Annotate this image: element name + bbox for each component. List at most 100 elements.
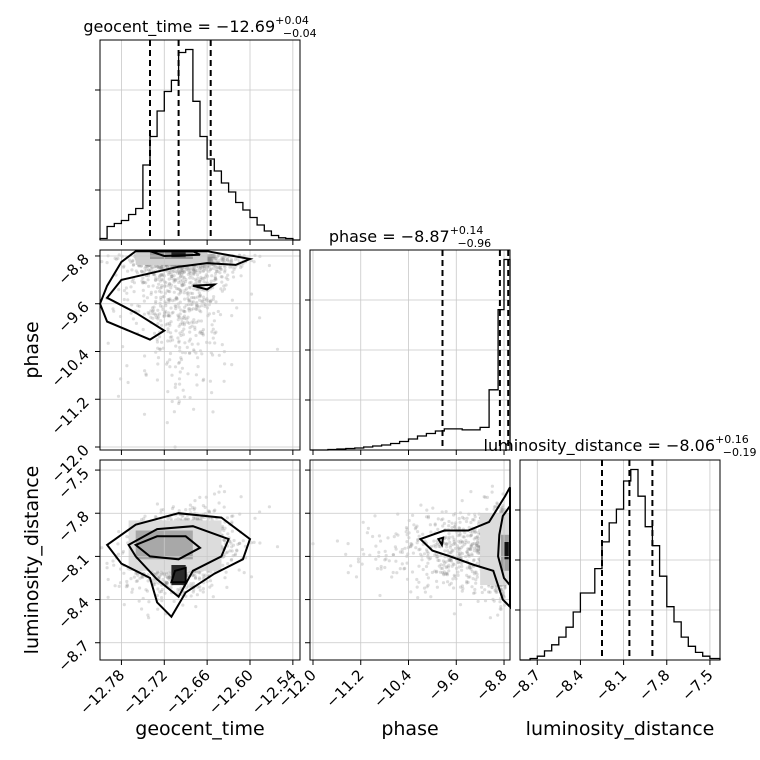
scatter-point <box>178 370 182 374</box>
scatter-point <box>498 509 503 513</box>
scatter-point <box>198 495 202 499</box>
scatter-point <box>174 304 178 308</box>
scatter-point <box>224 551 228 555</box>
scatter-point <box>223 258 227 262</box>
scatter-point <box>168 270 172 274</box>
scatter-point <box>212 492 217 496</box>
scatter-point <box>229 541 233 545</box>
scatter-point <box>459 551 463 555</box>
scatter-point <box>188 271 192 275</box>
scatter-point <box>448 583 452 587</box>
scatter-point <box>125 583 129 587</box>
scatter-point <box>166 360 170 364</box>
scatter-point <box>469 567 473 571</box>
scatter-point <box>211 336 215 340</box>
scatter-point <box>500 587 504 592</box>
scatter-point <box>198 279 202 283</box>
scatter-point <box>177 270 181 274</box>
scatter-point <box>436 558 440 563</box>
scatter-point <box>182 283 186 287</box>
scatter-point <box>405 527 409 531</box>
scatter-point <box>466 575 470 579</box>
scatter-point <box>450 526 454 530</box>
scatter-point <box>226 277 230 282</box>
scatter-point <box>159 570 163 574</box>
scatter-point <box>209 258 213 262</box>
scatter-point <box>181 275 185 279</box>
scatter-point <box>186 584 190 588</box>
scatter-point <box>126 584 130 588</box>
scatter-point <box>488 590 492 594</box>
scatter-point <box>187 285 191 289</box>
scatter-point <box>452 513 456 517</box>
tick-layer: −12.78−12.72−12.66−12.60−12.54−12.0 −11.2… <box>48 89 717 718</box>
scatter-point <box>223 526 227 530</box>
scatter-point <box>185 287 189 291</box>
scatter-point <box>188 267 192 271</box>
scatter-point <box>177 360 182 364</box>
scatter-point <box>442 563 446 567</box>
scatter-point <box>180 284 184 288</box>
scatter-point <box>143 369 147 373</box>
scatter-point <box>469 547 473 551</box>
scatter-point <box>117 288 121 292</box>
scatter-point <box>125 364 129 368</box>
scatter-point <box>213 341 217 345</box>
scatter-point <box>156 277 160 281</box>
scatter-point <box>189 274 193 278</box>
scatter-point <box>179 289 183 293</box>
scatter-point <box>468 534 472 538</box>
scatter-point <box>490 490 494 494</box>
scatter-point <box>439 518 444 522</box>
scatter-point <box>174 295 178 300</box>
scatter-point <box>180 322 185 326</box>
scatter-point <box>178 272 182 276</box>
scatter-point <box>181 603 185 607</box>
scatter-point <box>185 586 189 590</box>
scatter-point <box>387 559 391 563</box>
scatter-point <box>192 318 196 322</box>
scatter-point <box>465 550 469 554</box>
scatter-point <box>436 517 440 521</box>
scatter-point <box>418 552 423 556</box>
scatter-point <box>164 323 168 327</box>
scatter-point <box>147 284 151 288</box>
scatter-point <box>458 526 462 531</box>
scatter-point <box>156 313 160 317</box>
scatter-point <box>195 517 199 521</box>
scatter-point <box>167 313 171 317</box>
scatter-point <box>222 538 226 543</box>
scatter-point <box>213 331 217 335</box>
scatter-point <box>170 506 175 511</box>
scatter-point <box>117 584 121 589</box>
scatter-point <box>252 540 256 545</box>
scatter-point <box>168 335 172 339</box>
scatter-point <box>212 257 216 261</box>
scatter-point <box>184 267 189 272</box>
scatter-point <box>217 490 221 494</box>
scatter-point <box>154 350 158 354</box>
scatter-point <box>476 531 480 535</box>
scatter-point <box>200 516 204 520</box>
scatter-point <box>178 322 182 326</box>
scatter-point <box>444 572 448 576</box>
scatter-point <box>474 542 478 546</box>
scatter-point <box>143 514 147 518</box>
scatter-point <box>169 272 173 276</box>
scatter-point <box>168 365 172 369</box>
scatter-point <box>230 363 234 367</box>
panel-frames <box>99 39 721 661</box>
scatter-point <box>160 272 164 277</box>
scatter-point <box>221 563 225 568</box>
scatter-point <box>159 265 163 269</box>
scatter-point <box>188 286 192 290</box>
scatter-point <box>492 507 496 512</box>
scatter-point <box>409 542 413 546</box>
scatter-point <box>208 256 212 260</box>
scatter-point <box>159 573 163 577</box>
scatter-point <box>475 544 479 548</box>
scatter-point <box>189 308 193 312</box>
scatter-point <box>172 270 176 274</box>
scatter-point <box>482 495 486 499</box>
scatter-point <box>130 279 134 283</box>
